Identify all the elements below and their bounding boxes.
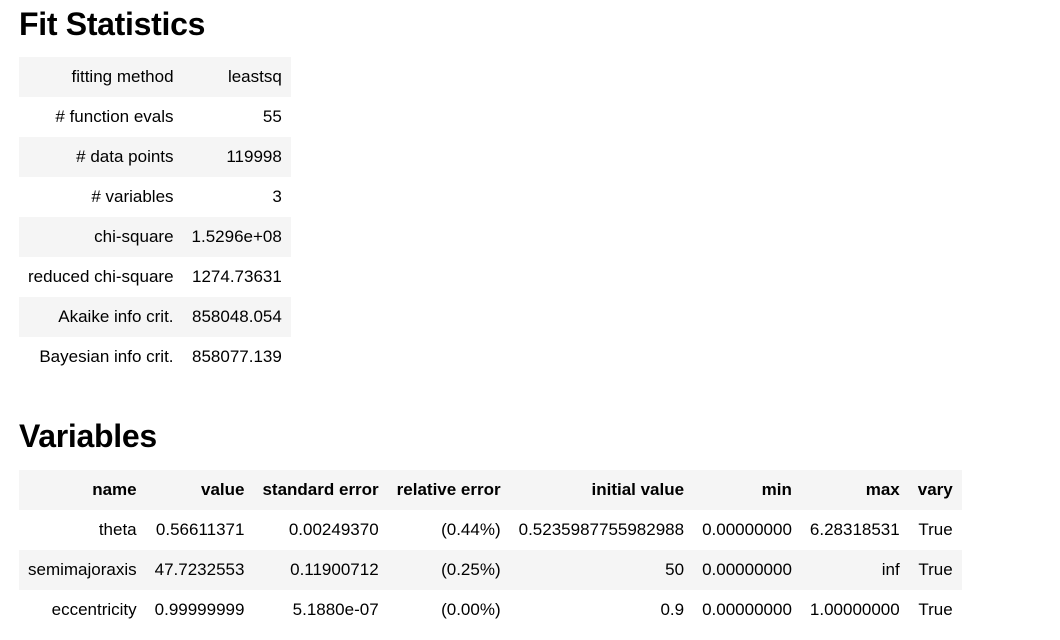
cell-value: 47.7232553 <box>145 550 254 590</box>
cell-standard-error: 0.11900712 <box>253 550 388 590</box>
fit-statistics-heading: Fit Statistics <box>19 6 206 42</box>
cell-name: theta <box>98 520 137 539</box>
cell-standard-error: 5.1880e-07 <box>292 600 379 619</box>
cell-initial-value: 0.5235987755982988 <box>518 520 685 539</box>
table-row: # function evals 55 <box>19 97 291 137</box>
table-row: chi-square 1.5296e+08 <box>19 217 291 257</box>
column-header-name: name <box>19 470 146 510</box>
table-row: # variables 3 <box>19 177 291 217</box>
cell-name: semimajoraxis <box>19 550 146 590</box>
column-header-max: max <box>800 470 909 510</box>
cell-standard-error: 0.00249370 <box>288 520 379 539</box>
stat-label: # variables <box>91 187 174 206</box>
stat-label: reduced chi-square <box>28 267 174 286</box>
cell-relative-error: (0.25%) <box>387 550 510 590</box>
column-header-initial-value: initial value <box>509 470 694 510</box>
table-row: Bayesian info crit. 858077.139 <box>19 337 291 377</box>
table-row: theta 0.56611371 0.00249370 (0.44%) 0.52… <box>19 510 962 550</box>
column-header-vary: vary <box>908 470 962 510</box>
stat-value: 3 <box>272 187 282 206</box>
cell-vary: True <box>918 520 953 539</box>
stat-value: 55 <box>262 107 282 126</box>
stat-value: 858048.054 <box>182 297 291 337</box>
cell-relative-error: (0.44%) <box>441 520 501 539</box>
stat-label: # function evals <box>55 107 174 126</box>
fit-statistics-table: fitting method leastsq # function evals … <box>19 57 291 377</box>
stat-label: Bayesian info crit. <box>39 347 174 366</box>
table-row: eccentricity 0.99999999 5.1880e-07 (0.00… <box>19 590 962 630</box>
cell-max: inf <box>800 550 909 590</box>
column-header-value: value <box>145 470 254 510</box>
table-header-row: name value standard error relative error… <box>19 470 962 510</box>
table-row: # data points 119998 <box>19 137 291 177</box>
column-header-relative-error: relative error <box>387 470 510 510</box>
cell-value: 0.99999999 <box>154 600 245 619</box>
stat-label: # data points <box>19 137 183 177</box>
stat-label: chi-square <box>19 217 183 257</box>
stat-value: 1274.73631 <box>192 267 282 286</box>
cell-max: 6.28318531 <box>809 520 900 539</box>
table-row: fitting method leastsq <box>19 57 291 97</box>
cell-max: 1.00000000 <box>809 600 900 619</box>
variables-heading: Variables <box>19 418 157 454</box>
cell-relative-error: (0.00%) <box>441 600 501 619</box>
column-header-standard-error: standard error <box>253 470 388 510</box>
stat-label: fitting method <box>19 57 183 97</box>
table-row: semimajoraxis 47.7232553 0.11900712 (0.2… <box>19 550 962 590</box>
stat-label: Akaike info crit. <box>19 297 183 337</box>
cell-min: 0.00000000 <box>702 520 792 539</box>
cell-vary: True <box>918 600 953 619</box>
cell-value: 0.56611371 <box>155 520 245 539</box>
stat-value: 858077.139 <box>192 347 282 366</box>
table-row: reduced chi-square 1274.73631 <box>19 257 291 297</box>
stat-value: 1.5296e+08 <box>182 217 291 257</box>
cell-min: 0.00000000 <box>693 550 801 590</box>
table-row: Akaike info crit. 858048.054 <box>19 297 291 337</box>
stat-value: 119998 <box>182 137 291 177</box>
cell-name: eccentricity <box>51 600 137 619</box>
column-header-min: min <box>693 470 801 510</box>
cell-min: 0.00000000 <box>702 600 792 619</box>
cell-initial-value: 50 <box>509 550 694 590</box>
variables-table: name value standard error relative error… <box>19 470 962 630</box>
cell-initial-value: 0.9 <box>660 600 685 619</box>
stat-value: leastsq <box>182 57 291 97</box>
cell-vary: True <box>908 550 962 590</box>
